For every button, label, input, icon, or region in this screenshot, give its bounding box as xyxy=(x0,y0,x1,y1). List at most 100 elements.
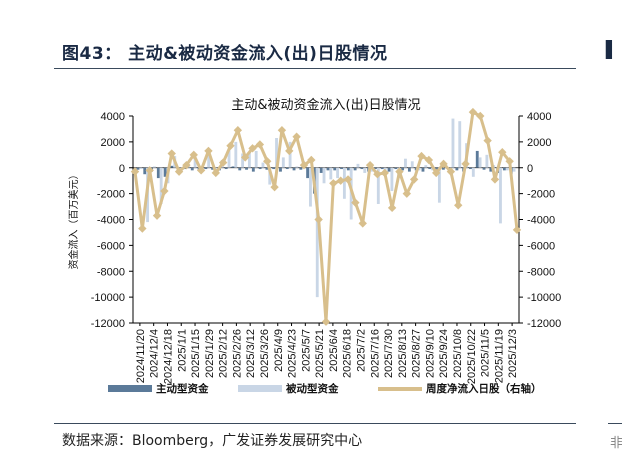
weekly-marker xyxy=(402,189,412,198)
x-tick-label: 2025/7/30 xyxy=(383,329,395,378)
x-tick-label: 2025/9/24 xyxy=(438,329,450,378)
weekly-marker xyxy=(336,176,345,185)
bar-passive xyxy=(281,157,285,168)
bar-passive xyxy=(152,166,156,168)
weekly-marker xyxy=(505,157,514,166)
bar-active xyxy=(224,167,228,170)
bar-active xyxy=(455,167,459,171)
x-tick-label: 2024/12/4 xyxy=(149,329,161,378)
bar-passive xyxy=(315,167,319,298)
x-tick-label: 2025/5/7 xyxy=(300,329,312,372)
bar-active xyxy=(265,167,269,170)
bar-passive xyxy=(329,167,333,180)
bar-active xyxy=(319,167,323,173)
bar-passive xyxy=(356,163,360,168)
legend-swatch-active xyxy=(108,385,152,392)
bar-active xyxy=(245,167,248,170)
bar-active xyxy=(441,167,445,170)
y-tick-label: -12000 xyxy=(91,318,125,330)
x-tick-label: 2025/11/19 xyxy=(493,329,505,383)
weekly-marker xyxy=(152,211,162,220)
y2-tick-label: -4000 xyxy=(527,215,555,227)
figure-title: 图43： 主动&被动资金流入(出)日股情况 xyxy=(62,44,388,64)
x-tick-label: 2025/7/16 xyxy=(369,329,381,378)
x-tick-label: 2025/3/12 xyxy=(245,329,257,378)
weekly-marker xyxy=(387,203,397,213)
legend-label-weekly: 周度净流入日股（右轴） xyxy=(426,383,542,395)
x-tick-label: 2025/4/9 xyxy=(273,329,285,372)
bar-active xyxy=(475,150,479,168)
legend-swatch-weekly xyxy=(378,386,422,391)
bar-passive xyxy=(370,167,373,172)
y-axis-label: 资金流入（百万美元） xyxy=(67,170,80,270)
bar-active xyxy=(394,167,398,170)
bar-passive xyxy=(295,166,299,168)
bar-passive xyxy=(159,167,163,204)
bar-active xyxy=(380,167,384,170)
weekly-marker xyxy=(130,167,140,176)
bar-active xyxy=(489,167,493,172)
bar-active xyxy=(435,167,438,171)
weekly-marker xyxy=(395,167,404,176)
weekly-marker xyxy=(490,175,500,184)
x-tick-label: 2024/12/18 xyxy=(162,329,174,384)
x-tick-label: 2024/11/20 xyxy=(135,329,147,383)
x-tick-label: 2025/3/26 xyxy=(259,329,271,378)
weekly-marker xyxy=(498,148,507,157)
bar-active xyxy=(238,167,242,171)
weekly-marker xyxy=(226,141,235,150)
legend-label-active: 主动型资金 xyxy=(156,383,209,395)
bar-passive xyxy=(193,158,197,168)
bar-active xyxy=(211,167,215,170)
weekly-marker xyxy=(431,168,441,178)
bar-passive xyxy=(275,137,278,168)
bar-active xyxy=(401,167,405,171)
y-tick-label: 0 xyxy=(119,163,125,175)
x-tick-label: 2025/11/5 xyxy=(480,329,492,377)
chart-title: 主动&被动资金流入(出)日股情况 xyxy=(231,97,420,113)
bar-passive xyxy=(417,167,421,171)
weekly-marker xyxy=(417,151,426,161)
bar-passive xyxy=(404,158,407,168)
weekly-marker xyxy=(314,215,323,224)
weekly-marker xyxy=(145,166,154,175)
legend-swatch-passive xyxy=(238,385,282,392)
x-tick-label: 2025/2/26 xyxy=(231,329,243,378)
bar-active xyxy=(407,167,411,172)
source-note: 数据来源：Bloomberg，广发证券发展研究中心 xyxy=(62,433,363,449)
y-tick-label: -6000 xyxy=(97,240,125,252)
bar-active xyxy=(374,167,377,170)
bar-passive xyxy=(268,167,272,185)
bar-passive xyxy=(241,153,245,168)
weekly-marker xyxy=(476,111,485,121)
bar-passive xyxy=(376,167,380,204)
bar-active xyxy=(163,167,167,177)
legend-label-passive: 被动型资金 xyxy=(286,383,339,395)
bar-passive xyxy=(478,157,482,168)
legend-item-weekly: 周度净流入日股（右轴） xyxy=(378,381,542,396)
bar-passive xyxy=(139,167,143,170)
bar-passive xyxy=(437,167,441,203)
weekly-marker xyxy=(380,168,389,178)
bar-active xyxy=(279,167,282,172)
bar-active xyxy=(156,167,160,179)
weekly-marker xyxy=(174,167,184,176)
weekly-marker xyxy=(255,140,265,149)
y2-tick-label: -10000 xyxy=(527,292,561,304)
bar-passive xyxy=(288,141,292,168)
weekly-marker xyxy=(138,224,147,233)
weekly-marker xyxy=(483,136,492,145)
weekly-marker xyxy=(512,225,522,235)
bar-passive xyxy=(322,167,326,184)
adjacent-panel-edge: ▌ xyxy=(606,40,619,59)
x-tick-label: 2025/9/10 xyxy=(424,329,436,378)
bar-active xyxy=(272,167,276,170)
bar-passive xyxy=(390,167,394,192)
weekly-marker xyxy=(248,144,257,153)
bar-active xyxy=(333,167,337,171)
adjacent-panel-edge-2: 非 xyxy=(610,436,622,451)
bar-passive xyxy=(309,167,312,207)
y-tick-label: -8000 xyxy=(97,266,125,278)
bar-active xyxy=(143,167,147,175)
weekly-marker xyxy=(351,198,360,207)
